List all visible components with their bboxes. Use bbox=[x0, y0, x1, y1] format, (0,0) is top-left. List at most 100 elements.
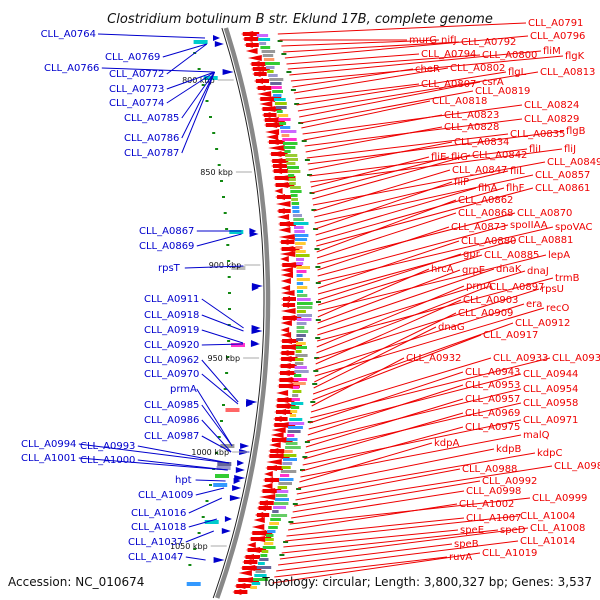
minus-gene-label[interactable]: CLL_A0873 bbox=[451, 222, 506, 233]
plus-gene-label[interactable]: CLL_A0986 bbox=[144, 415, 199, 426]
minus-gene-label[interactable]: CLL_A1008 bbox=[530, 523, 585, 534]
minus-gene-label[interactable]: speD bbox=[500, 525, 526, 536]
plus-gene-label[interactable]: CLL_A0769 bbox=[105, 52, 160, 63]
plus-gene-label[interactable]: CLL_A0772 bbox=[109, 69, 164, 80]
minus-gene-label[interactable]: CLL_A1014 bbox=[520, 536, 575, 547]
plus-gene-label[interactable]: CLL_A0919 bbox=[144, 325, 199, 336]
minus-gene-label[interactable]: CLL_A0802 bbox=[450, 63, 505, 74]
minus-gene-label[interactable]: fliJ bbox=[564, 144, 576, 155]
minus-gene-label[interactable]: fliI bbox=[529, 144, 541, 155]
minus-gene-label[interactable]: CLL_A0800 bbox=[482, 50, 537, 61]
minus-gene-label[interactable]: speE bbox=[460, 525, 484, 536]
minus-gene-label[interactable]: CLL_A0794 bbox=[421, 49, 476, 60]
plus-gene-label[interactable]: CLL_A0994 bbox=[21, 439, 76, 450]
minus-gene-label[interactable]: CLL_A0829 bbox=[524, 114, 579, 125]
plus-gene-label[interactable]: CLL_A0993 bbox=[80, 441, 135, 452]
minus-gene-label[interactable]: CLL_A0861 bbox=[535, 183, 590, 194]
minus-gene-label[interactable]: fliE bbox=[431, 152, 446, 163]
minus-gene-label[interactable]: CLL_A0818 bbox=[432, 96, 487, 107]
plus-gene-label[interactable]: CLL_A0985 bbox=[144, 400, 199, 411]
plus-gene-label[interactable]: CLL_A0774 bbox=[109, 98, 164, 109]
minus-gene-label[interactable]: flgB bbox=[566, 126, 586, 137]
minus-gene-label[interactable]: kdpC bbox=[537, 448, 562, 459]
minus-gene-label[interactable]: trmB bbox=[555, 273, 580, 284]
plus-gene-label[interactable]: hpt bbox=[175, 475, 192, 486]
plus-gene-label[interactable]: CLL_A1037 bbox=[128, 537, 183, 548]
minus-gene-label[interactable]: CLL_A0824 bbox=[524, 100, 579, 111]
minus-gene-label[interactable]: CLL_A0954 bbox=[523, 384, 578, 395]
minus-gene-label[interactable]: CLL_A0957 bbox=[465, 394, 520, 405]
plus-gene-label[interactable]: CLL_A0869 bbox=[139, 241, 194, 252]
minus-gene-label[interactable]: CLL_A1007 bbox=[466, 513, 521, 524]
minus-gene-label[interactable]: CLL_A0909 bbox=[458, 308, 513, 319]
minus-gene-label[interactable]: CLL_A0975 bbox=[465, 422, 520, 433]
minus-gene-label[interactable]: CLL_A0998 bbox=[466, 486, 521, 497]
minus-gene-label[interactable]: CLL_A0819 bbox=[475, 86, 530, 97]
minus-gene-label[interactable]: hrcA bbox=[431, 264, 454, 275]
minus-gene-label[interactable]: CLL_A0791 bbox=[528, 18, 583, 29]
minus-gene-label[interactable]: CLL_A0823 bbox=[444, 110, 499, 121]
minus-gene-label[interactable]: CLL_A0834 bbox=[454, 137, 509, 148]
minus-gene-label[interactable]: prmA bbox=[466, 281, 493, 292]
minus-gene-label[interactable]: CLL_A0932 bbox=[406, 353, 461, 364]
plus-gene-label[interactable]: CLL_A0867 bbox=[139, 226, 194, 237]
minus-gene-label[interactable]: flhF bbox=[506, 183, 525, 194]
minus-gene-label[interactable]: csrA bbox=[482, 77, 504, 88]
plus-gene-label[interactable]: prmA bbox=[170, 384, 197, 395]
minus-gene-label[interactable]: CLL_A0999 bbox=[532, 493, 587, 504]
minus-gene-label[interactable]: fliL bbox=[510, 166, 525, 177]
minus-gene-label[interactable]: CLL_A0828 bbox=[444, 122, 499, 133]
minus-gene-label[interactable]: cheR bbox=[415, 64, 440, 75]
minus-gene-label[interactable]: CLL_A0849 bbox=[547, 157, 600, 168]
minus-gene-label[interactable]: CLL_A0897 bbox=[489, 282, 544, 293]
minus-gene-label[interactable]: CLL_A0792 bbox=[461, 37, 516, 48]
plus-gene-label[interactable]: rpsT bbox=[158, 263, 181, 274]
minus-gene-label[interactable]: CLL_A0984 bbox=[554, 461, 600, 472]
minus-gene-label[interactable]: flhA bbox=[478, 183, 498, 194]
minus-gene-label[interactable]: CLL_A0943 bbox=[465, 367, 520, 378]
minus-gene-label[interactable]: CLL_A0862 bbox=[458, 195, 513, 206]
plus-gene-label[interactable]: CLL_A0786 bbox=[124, 133, 179, 144]
minus-gene-label[interactable]: CLL_A0953 bbox=[465, 380, 520, 391]
plus-gene-label[interactable]: CLL_A0764 bbox=[41, 29, 96, 40]
minus-gene-label[interactable]: CLL_A1004 bbox=[520, 511, 575, 522]
minus-gene-label[interactable]: CLL_A1002 bbox=[459, 499, 514, 510]
minus-gene-label[interactable]: gpr bbox=[463, 249, 481, 260]
minus-gene-label[interactable]: CLL_A0835 bbox=[510, 129, 565, 140]
minus-gene-label[interactable]: kdpB bbox=[496, 444, 521, 455]
minus-gene-label[interactable]: CLL_A0958 bbox=[523, 398, 578, 409]
minus-gene-label[interactable]: flgK bbox=[565, 51, 585, 62]
minus-gene-label[interactable]: CLL_A0796 bbox=[530, 31, 585, 42]
plus-gene-label[interactable]: CLL_A0987 bbox=[144, 431, 199, 442]
plus-gene-label[interactable]: CLL_A1001 bbox=[21, 453, 76, 464]
minus-gene-label[interactable]: murG bbox=[409, 35, 437, 46]
plus-gene-label[interactable]: CLL_A0920 bbox=[144, 340, 199, 351]
plus-gene-label[interactable]: CLL_A1000 bbox=[80, 455, 135, 466]
minus-gene-label[interactable]: CLL_A0933 bbox=[493, 353, 548, 364]
minus-gene-label[interactable]: CLL_A0807 bbox=[421, 79, 476, 90]
minus-gene-label[interactable]: CLL_A0992 bbox=[482, 476, 537, 487]
plus-gene-label[interactable]: CLL_A1016 bbox=[131, 508, 186, 519]
minus-gene-label[interactable]: lepA bbox=[548, 250, 570, 261]
minus-gene-label[interactable]: CLL_A0813 bbox=[540, 67, 595, 78]
minus-gene-label[interactable]: spoIIAA bbox=[510, 220, 548, 231]
minus-gene-label[interactable]: speB bbox=[454, 539, 479, 550]
minus-gene-label[interactable]: CLL_A0847 bbox=[452, 165, 507, 176]
plus-gene-label[interactable]: CLL_A0962 bbox=[144, 355, 199, 366]
minus-gene-label[interactable]: CLL_A0912 bbox=[515, 318, 570, 329]
plus-gene-label[interactable]: CLL_A1018 bbox=[131, 522, 186, 533]
minus-gene-label[interactable]: CLL_A0944 bbox=[523, 369, 578, 380]
plus-gene-label[interactable]: CLL_A1009 bbox=[138, 490, 193, 501]
minus-gene-label[interactable]: CLL_A0885 bbox=[484, 250, 539, 261]
minus-gene-label[interactable]: CLL_A0868 bbox=[458, 208, 513, 219]
minus-gene-label[interactable]: CLL_A0842 bbox=[472, 150, 527, 161]
plus-gene-label[interactable]: CLL_A0911 bbox=[144, 294, 199, 305]
plus-gene-label[interactable]: CLL_A0773 bbox=[109, 84, 164, 95]
plus-gene-label[interactable]: CLL_A1047 bbox=[128, 552, 183, 563]
minus-gene-label[interactable]: CLL_A0881 bbox=[518, 235, 573, 246]
plus-gene-label[interactable]: CLL_A0918 bbox=[144, 310, 199, 321]
minus-gene-label[interactable]: CLL_A0971 bbox=[523, 415, 578, 426]
minus-gene-label[interactable]: CLL_A0917 bbox=[483, 330, 538, 341]
minus-gene-label[interactable]: grpE bbox=[462, 265, 485, 276]
minus-gene-label[interactable]: malQ bbox=[523, 430, 550, 441]
